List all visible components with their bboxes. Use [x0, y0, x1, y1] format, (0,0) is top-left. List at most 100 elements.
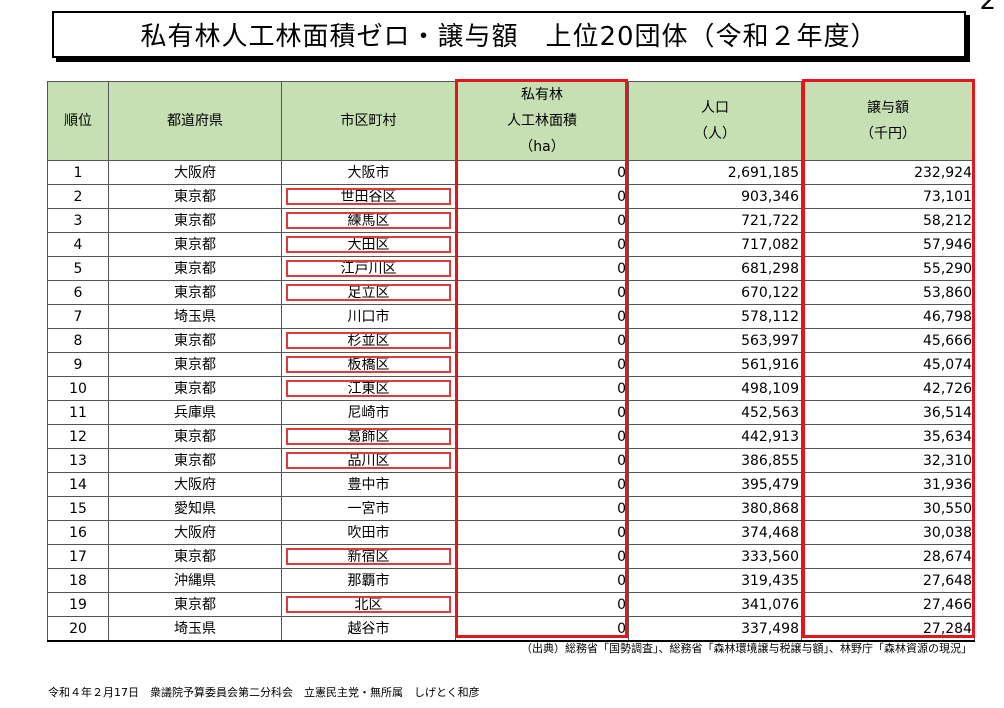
amount-cell-text: 31,936	[923, 476, 972, 493]
prefecture-cell: 東京都	[108, 448, 282, 473]
table-row: 6 東京都 足立区 0 670,122 53,860	[47, 280, 975, 305]
rank-cell-text: 10	[69, 380, 87, 397]
rank-cell-text: 20	[69, 620, 87, 637]
forest-area-cell: 0	[455, 568, 629, 593]
prefecture-cell: 東京都	[108, 424, 282, 449]
forest-area-cell-text: 0	[617, 452, 626, 469]
municipality-cell: 世田谷区	[281, 184, 456, 209]
population-cell-text: 395,479	[741, 476, 799, 493]
population-cell-text: 578,112	[741, 308, 799, 325]
population-cell-text: 561,916	[741, 356, 799, 373]
header-rank: 順位	[47, 81, 109, 161]
municipality-cell-text: 尼崎市	[347, 404, 390, 421]
forest-area-cell-text: 0	[617, 308, 626, 325]
amount-cell: 27,466	[801, 592, 975, 617]
rank-cell: 1	[47, 160, 109, 185]
municipality-cell: 板橋区	[281, 352, 456, 377]
prefecture-cell-text: 東京都	[174, 452, 216, 469]
forest-area-cell-text: 0	[617, 428, 626, 445]
municipality-cell: 越谷市	[281, 616, 456, 642]
prefecture-cell: 埼玉県	[108, 616, 282, 642]
municipality-cell: 一宮市	[281, 496, 456, 521]
amount-cell: 31,936	[801, 472, 975, 497]
municipality-cell-text: 那覇市	[347, 572, 390, 589]
amount-cell: 53,860	[801, 280, 975, 305]
prefecture-cell-text: 東京都	[174, 332, 216, 349]
ranking-table: 順位 都道府県 市区町村 私有林 人工林面積 （ha） 人口 （人） 譲与額 （…	[47, 81, 975, 642]
table-row: 2 東京都 世田谷区 0 903,346 73,101	[47, 184, 975, 209]
rank-cell-text: 11	[69, 404, 87, 421]
prefecture-cell: 東京都	[108, 352, 282, 377]
rank-cell: 12	[47, 424, 109, 449]
prefecture-cell: 大阪府	[108, 472, 282, 497]
forest-area-cell: 0	[455, 184, 629, 209]
amount-cell: 27,284	[801, 616, 975, 642]
table-row: 7 埼玉県 川口市 0 578,112 46,798	[47, 304, 975, 329]
municipality-cell-text: 川口市	[347, 308, 390, 325]
prefecture-cell: 東京都	[108, 256, 282, 281]
prefecture-cell: 沖縄県	[108, 568, 282, 593]
page-title-text: 私有林人工林面積ゼロ・譲与額 上位20団体（令和２年度）	[140, 22, 878, 52]
municipality-cell-text: 豊中市	[347, 476, 390, 493]
forest-area-cell: 0	[455, 496, 629, 521]
forest-area-cell: 0	[455, 208, 629, 233]
forest-area-cell-text: 0	[617, 332, 626, 349]
table-row: 5 東京都 江戸川区 0 681,298 55,290	[47, 256, 975, 281]
population-cell-text: 442,913	[741, 428, 799, 445]
rank-cell: 16	[47, 520, 109, 545]
rank-cell: 6	[47, 280, 109, 305]
rank-cell: 13	[47, 448, 109, 473]
municipality-cell-text: 葛飾区	[347, 428, 390, 445]
rank-cell: 8	[47, 328, 109, 353]
amount-cell: 27,648	[801, 568, 975, 593]
rank-cell-text: 17	[69, 548, 87, 565]
amount-cell-text: 27,284	[923, 620, 972, 637]
prefecture-cell: 兵庫県	[108, 400, 282, 425]
amount-cell-text: 30,038	[923, 524, 972, 541]
forest-area-cell-text: 0	[617, 404, 626, 421]
table-row: 16 大阪府 吹田市 0 374,468 30,038	[47, 520, 975, 545]
table-row: 20 埼玉県 越谷市 0 337,498 27,284	[47, 616, 975, 642]
population-cell: 578,112	[628, 304, 802, 329]
forest-area-cell: 0	[455, 328, 629, 353]
page-number: 2	[979, 0, 996, 16]
amount-cell-text: 28,674	[923, 548, 972, 565]
forest-area-cell-text: 0	[617, 500, 626, 517]
prefecture-cell-text: 東京都	[174, 236, 216, 253]
prefecture-cell: 東京都	[108, 184, 282, 209]
rank-cell: 9	[47, 352, 109, 377]
rank-cell-text: 16	[69, 524, 87, 541]
amount-cell-text: 46,798	[923, 308, 972, 325]
amount-cell: 45,074	[801, 352, 975, 377]
rank-cell-text: 15	[69, 500, 87, 517]
municipality-cell: 新宿区	[281, 544, 456, 569]
page-title: 私有林人工林面積ゼロ・譲与額 上位20団体（令和２年度）	[52, 11, 966, 58]
municipality-cell-text: 一宮市	[347, 500, 390, 517]
prefecture-cell-text: 愛知県	[174, 500, 216, 517]
rank-cell-text: 1	[73, 164, 83, 181]
rank-cell: 19	[47, 592, 109, 617]
prefecture-cell-text: 東京都	[174, 428, 216, 445]
municipality-cell-text: 江戸川区	[340, 260, 397, 277]
amount-cell: 35,634	[801, 424, 975, 449]
population-cell-text: 2,691,185	[727, 164, 799, 181]
population-cell-text: 319,435	[741, 572, 799, 589]
prefecture-cell: 東京都	[108, 280, 282, 305]
header-forest-line1: 私有林	[521, 87, 563, 103]
table-header-row: 順位 都道府県 市区町村 私有林 人工林面積 （ha） 人口 （人） 譲与額 （…	[47, 81, 975, 161]
prefecture-cell-text: 埼玉県	[174, 620, 216, 637]
prefecture-cell-text: 兵庫県	[174, 404, 216, 421]
forest-area-cell-text: 0	[617, 236, 626, 253]
amount-cell-text: 73,101	[923, 188, 972, 205]
population-cell-text: 452,563	[741, 404, 799, 421]
amount-cell-text: 45,074	[923, 356, 972, 373]
header-forest-line2: 人工林面積	[507, 113, 577, 129]
forest-area-cell: 0	[455, 304, 629, 329]
prefecture-cell-text: 東京都	[174, 260, 216, 277]
amount-cell-text: 45,666	[923, 332, 972, 349]
rank-cell-text: 18	[69, 572, 87, 589]
header-forest-line3: （ha）	[519, 139, 565, 155]
forest-area-cell-text: 0	[617, 260, 626, 277]
rank-cell-text: 7	[73, 308, 83, 325]
population-cell: 341,076	[628, 592, 802, 617]
